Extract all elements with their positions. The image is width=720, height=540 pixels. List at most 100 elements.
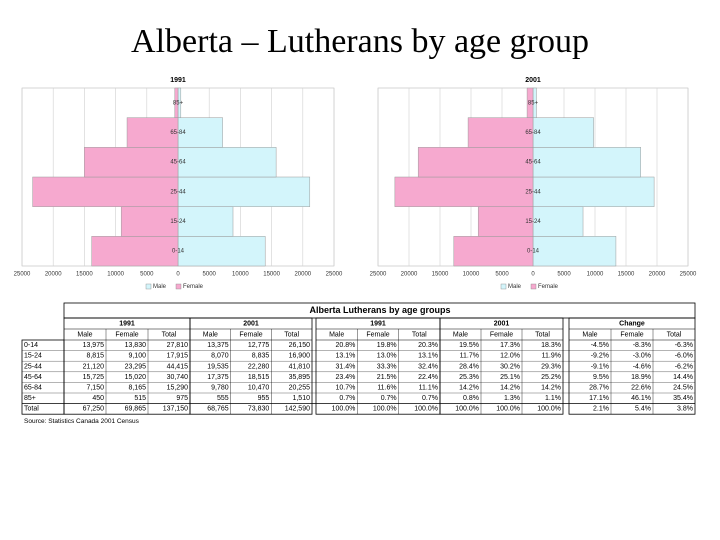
category-label: 15-24 [170, 219, 186, 225]
row-label: Total [24, 406, 39, 413]
column-header: Total [667, 331, 682, 338]
bar [177, 236, 266, 267]
legend-label: Female [183, 284, 204, 290]
table-cell: 18,515 [248, 374, 270, 381]
bar [32, 176, 179, 207]
table-cell: -6.3% [675, 342, 693, 349]
group-header: 2001 [243, 320, 259, 327]
table-cell: -3.0% [633, 353, 651, 360]
x-tick-label: 10000 [463, 272, 480, 278]
bar [177, 176, 311, 207]
table-cell: 12,775 [248, 342, 270, 349]
table-cell: 20.8% [335, 342, 355, 349]
table-cell: 67,250 [83, 406, 105, 413]
table-cell: 100.0% [496, 406, 520, 413]
table-cell: 11.7% [460, 353, 479, 360]
row-label-column [21, 339, 65, 415]
table-cell: 46.1% [631, 395, 651, 402]
group-header: Change [619, 320, 645, 327]
table-cell: 11.6% [377, 385, 396, 392]
legend-swatch [500, 283, 507, 290]
table-cell: 17.1% [589, 395, 609, 402]
table-cell: 17,375 [207, 374, 229, 381]
table-cell: 21,120 [83, 363, 105, 370]
x-tick-label: 20000 [401, 272, 418, 278]
category-label: 45-64 [170, 160, 186, 166]
table-cell: 8,165 [128, 385, 146, 392]
table-cell: 11.1% [419, 385, 438, 392]
table-cell: 9.5% [593, 374, 609, 381]
row-label: 65-84 [24, 385, 42, 392]
x-tick-label: 0 [176, 272, 180, 278]
table-cell: 137,150 [163, 406, 188, 413]
table-cell: 24.5% [673, 385, 693, 392]
table-cell: 1.1% [545, 395, 561, 402]
x-tick-label: 0 [531, 272, 535, 278]
row-label: 85+ [24, 395, 36, 402]
table-cell: 29.3% [541, 363, 561, 370]
x-tick-label: 15000 [432, 272, 449, 278]
table-cell: 41,810 [289, 363, 311, 370]
table-cell: 13,830 [125, 342, 147, 349]
x-tick-label: 10000 [107, 272, 124, 278]
category-label: 0-14 [172, 249, 185, 255]
table-cell: 23.4% [335, 374, 355, 381]
column-header: Male [582, 331, 597, 338]
x-tick-label: 10000 [232, 272, 249, 278]
x-tick-label: 25000 [680, 272, 697, 278]
table-cell: 27,810 [167, 342, 189, 349]
column-header: Female [239, 331, 262, 338]
group-header: 1991 [119, 320, 135, 327]
column-header: Female [620, 331, 643, 338]
row-label: 25-44 [24, 363, 42, 370]
bar [91, 236, 179, 267]
legend-swatch [530, 283, 537, 290]
table-cell: 13.1% [335, 353, 355, 360]
table-cell: 1.3% [504, 395, 520, 402]
table-cell: 14.2% [500, 385, 520, 392]
table-cell: 10.7% [335, 385, 355, 392]
table-cell: 3.8% [677, 406, 693, 413]
table-cell: 15,725 [83, 374, 105, 381]
category-label: 85+ [173, 100, 184, 106]
bar [174, 87, 179, 118]
table-cell: 30,740 [167, 374, 189, 381]
table-cell: 22.4% [418, 374, 438, 381]
legend-label: Male [508, 284, 522, 290]
table-cell: 44,415 [167, 363, 189, 370]
table-cell: 18.3% [541, 342, 561, 349]
table-cell: 31.4% [335, 363, 355, 370]
category-label: 25-44 [170, 189, 186, 195]
x-tick-label: 20000 [45, 272, 62, 278]
table-cell: 30.2% [500, 363, 520, 370]
table-cell: 0.7% [381, 395, 397, 402]
table-cell: 13,375 [207, 342, 229, 349]
table-cell: 100.0% [455, 406, 479, 413]
x-tick-label: 15000 [76, 272, 93, 278]
column-header: Total [412, 331, 427, 338]
column-header: Total [284, 331, 299, 338]
bar [177, 206, 234, 237]
x-tick-label: 5000 [203, 272, 217, 278]
table-cell: 8,835 [252, 353, 270, 360]
table-cell: 19.5% [459, 342, 479, 349]
bar [526, 87, 534, 118]
column-header: Total [162, 331, 177, 338]
table-cell: 100.0% [414, 406, 438, 413]
table-cell: 17,915 [167, 353, 189, 360]
x-tick-label: 15000 [263, 272, 280, 278]
column-header: Male [453, 331, 468, 338]
table-cell: 12.0% [500, 353, 520, 360]
bar [532, 236, 617, 267]
table-cell: 73,830 [248, 406, 270, 413]
bar [394, 176, 534, 207]
bar [532, 176, 655, 207]
chart-title: 1991 [170, 77, 186, 84]
column-header: Female [490, 331, 513, 338]
table-group [439, 317, 564, 415]
table-cell: 13.0% [377, 353, 397, 360]
table-cell: 23,295 [125, 363, 147, 370]
x-tick-label: 10000 [587, 272, 604, 278]
table-cell: 28.4% [459, 363, 479, 370]
table-group [189, 317, 313, 415]
